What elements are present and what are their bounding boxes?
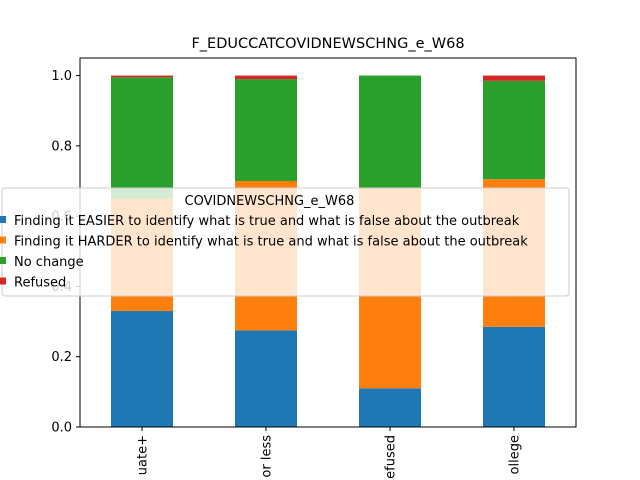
bar-segment-2-1 [235, 79, 297, 181]
x-tick-label-1: or less [260, 435, 275, 478]
y-tick-label-5: 1.0 [51, 69, 72, 84]
legend-swatch-1 [0, 236, 6, 244]
legend: COVIDNEWSCHNG_e_W68 Finding it EASIER to… [0, 187, 570, 297]
bar-segment-3-0 [111, 75, 173, 78]
legend-label-1: Finding it HARDER to identify what is tr… [14, 235, 528, 250]
x-axis: uate+ or less efused ollege [136, 427, 523, 479]
y-tick-label-4: 0.8 [51, 139, 72, 154]
bar-segment-3-1 [235, 75, 297, 80]
legend-swatch-2 [0, 257, 6, 264]
bar-segment-3-3 [483, 75, 545, 81]
legend-label-0: Finding it EASIER to identify what is tr… [14, 214, 520, 229]
legend-label-2: No change [14, 255, 84, 270]
legend-items: Finding it EASIER to identify what is tr… [0, 214, 528, 291]
x-tick-label-0: uate+ [136, 435, 151, 475]
legend-label-3: Refused [14, 276, 66, 291]
bar-segment-0-0 [111, 311, 173, 427]
chart-title: F_EDUCCATCOVIDNEWSCHNG_e_W68 [191, 36, 464, 52]
y-tick-label-0: 0.0 [51, 421, 72, 436]
bar-segment-2-0 [111, 77, 173, 199]
bar-segment-0-2 [359, 388, 421, 427]
bar-segment-0-3 [483, 326, 545, 427]
legend-title: COVIDNEWSCHNG_e_W68 [185, 194, 355, 209]
bar-segment-0-1 [235, 330, 297, 427]
bar-segment-2-2 [359, 75, 421, 189]
y-tick-label-1: 0.2 [51, 350, 72, 365]
x-tick-label-3: ollege [508, 435, 523, 474]
x-tick-label-2: efused [384, 435, 399, 479]
bar-segment-2-3 [483, 80, 545, 180]
legend-swatch-3 [0, 277, 6, 285]
legend-swatch-0 [0, 216, 6, 223]
